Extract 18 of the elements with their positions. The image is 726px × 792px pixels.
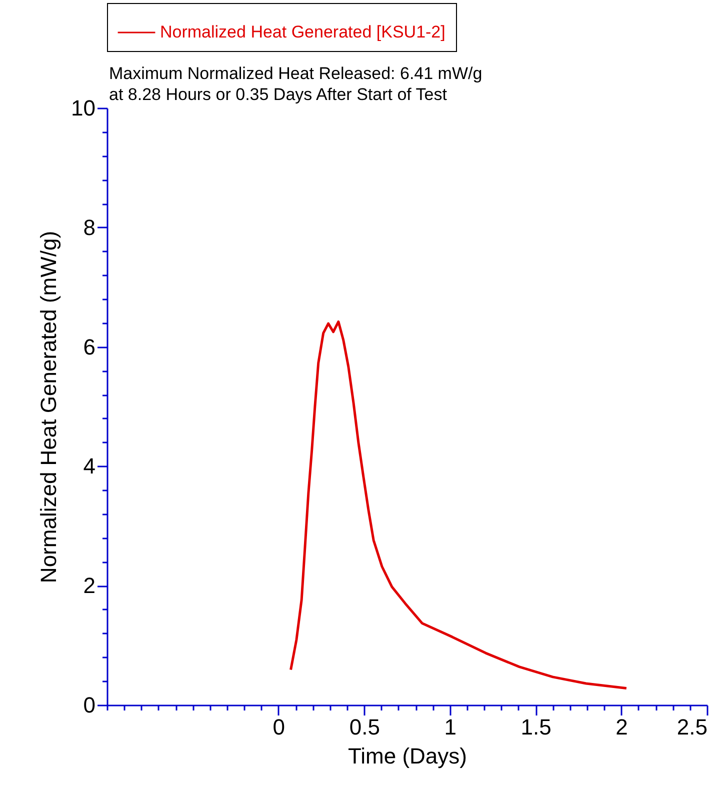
line-series — [290, 320, 628, 690]
y-tick-label: 2 — [83, 573, 96, 598]
x-tick-label: 2 — [616, 714, 628, 740]
y-tick-label: 4 — [83, 454, 96, 479]
x-tick-label: 1.5 — [520, 714, 552, 740]
x-tick-label: 1 — [444, 714, 456, 740]
y-axis-title: Normalized Heat Generated (mW/g) — [36, 230, 62, 584]
legend-label: Normalized Heat Generated [KSU1-2] — [160, 22, 446, 42]
y-tick-label: 10 — [71, 96, 96, 120]
y-tick-label: 6 — [83, 334, 96, 360]
y-tick-label: 0 — [83, 692, 96, 718]
x-tick-label: 0.5 — [349, 714, 380, 740]
x-tick-label: 2.5 — [676, 714, 708, 740]
text: at 8.28 Hours or 0.35 Days After Start of Test — [109, 85, 448, 104]
y-tick-label: 8 — [83, 214, 96, 240]
x-axis-title: Time (Days) — [348, 744, 467, 768]
text: Maximum Normalized Heat Released: 6.41 mW/g — [109, 64, 482, 83]
x-tick-label: 0 — [272, 714, 286, 740]
